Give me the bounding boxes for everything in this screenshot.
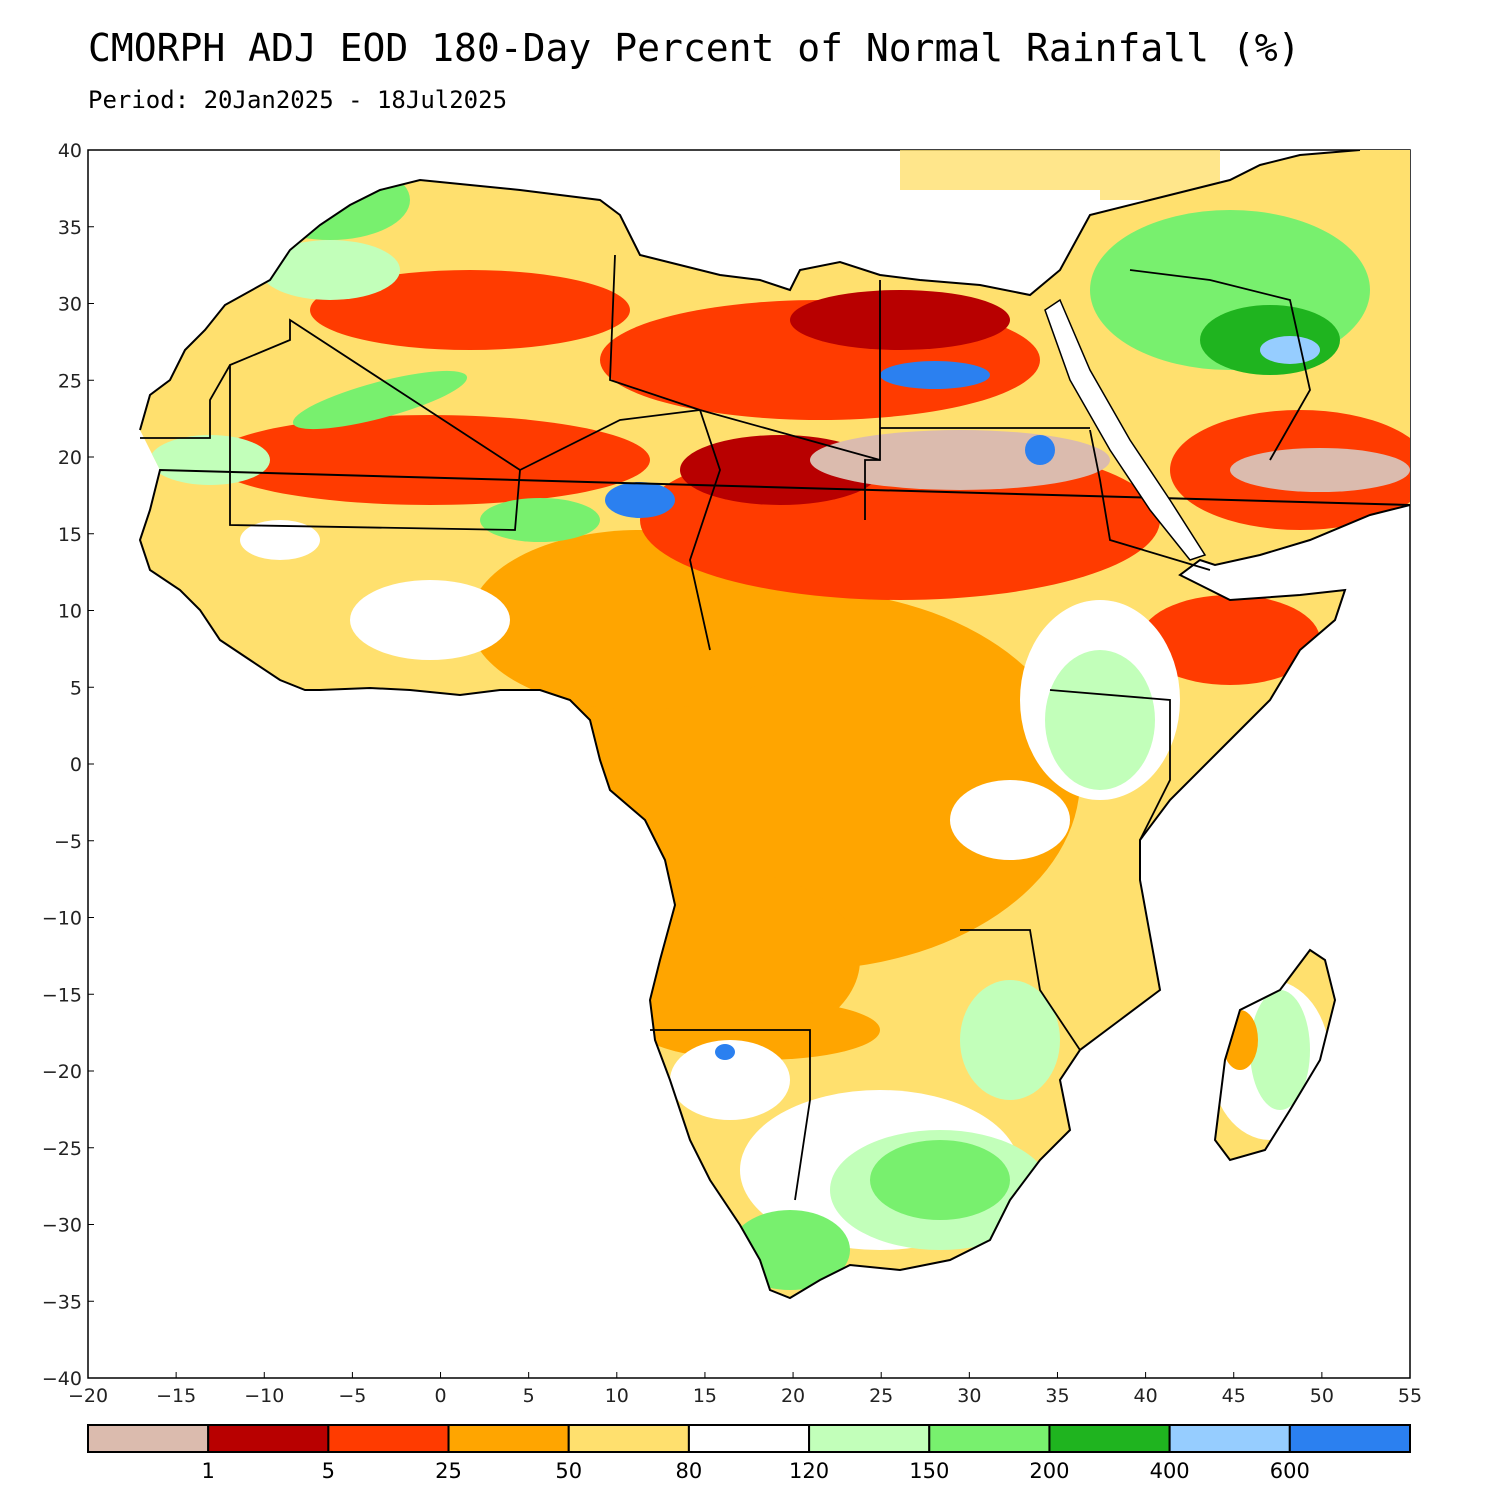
lon-tick-label: −15 <box>156 1385 196 1407</box>
lon-tick-label: 30 <box>957 1385 981 1407</box>
madagascar-coastline <box>1213 948 1337 1162</box>
lat-tick-label: −20 <box>42 1061 82 1083</box>
colorbar-swatch <box>87 1424 210 1453</box>
lat-tick-label: 20 <box>58 447 82 469</box>
colorbar-swatch <box>447 1424 570 1453</box>
lon-tick-label: 0 <box>434 1385 446 1407</box>
africa-coastline <box>138 150 1410 1300</box>
lon-tick-label: −5 <box>338 1385 366 1407</box>
colorbar-swatch <box>687 1424 811 1453</box>
lat-tick-label: −5 <box>54 831 82 853</box>
lat-tick-label: −25 <box>42 1138 82 1160</box>
lat-tick-label: −10 <box>42 908 82 930</box>
lon-tick-label: 55 <box>1398 1385 1422 1407</box>
lon-tick-label: 50 <box>1310 1385 1334 1407</box>
lon-tick-label: 35 <box>1045 1385 1069 1407</box>
colorbar-swatch <box>1168 1424 1291 1453</box>
colorbar-label: 120 <box>789 1459 829 1483</box>
colorbar-label: 200 <box>1029 1459 1069 1483</box>
lon-tick-label: 45 <box>1222 1385 1246 1407</box>
lat-tick-label: 10 <box>58 601 82 623</box>
colorbar-label: 1 <box>201 1459 214 1483</box>
lat-tick-label: −40 <box>42 1368 82 1390</box>
longitude-axis: −20 −15 −10 −5 0 5 10 15 20 25 30 35 40 45 50 55 <box>68 1372 1422 1407</box>
lon-tick-label: 20 <box>781 1385 805 1407</box>
lon-tick-label: 15 <box>693 1385 717 1407</box>
colorbar-label: 5 <box>322 1459 335 1483</box>
lon-tick-label: 25 <box>869 1385 893 1407</box>
colorbar-swatch <box>928 1424 1051 1453</box>
lat-tick-label: 0 <box>70 754 82 776</box>
lat-tick-label: 5 <box>70 677 82 699</box>
map-subtitle: Period: 20Jan2025 - 18Jul2025 <box>88 86 508 114</box>
lat-tick-label: 30 <box>58 294 82 316</box>
lon-tick-label: 40 <box>1134 1385 1158 1407</box>
lat-tick-label: 15 <box>58 524 82 546</box>
lat-tick-label: −30 <box>42 1215 82 1237</box>
colorbar-swatch <box>1048 1424 1171 1453</box>
colorbar-swatch <box>1288 1424 1412 1453</box>
lon-tick-label: −20 <box>68 1385 108 1407</box>
colorbar-label: 80 <box>676 1459 703 1483</box>
colorbar-label: 150 <box>909 1459 949 1483</box>
colorbar-label: 600 <box>1270 1459 1310 1483</box>
colorbar-label: 25 <box>435 1459 462 1483</box>
country-borders <box>140 254 1311 1201</box>
colorbar-swatch <box>327 1424 450 1453</box>
colorbar-swatch <box>567 1424 690 1453</box>
colorbar-swatch <box>207 1424 330 1453</box>
lat-tick-label: −15 <box>42 984 82 1006</box>
latitude-axis: 40 35 30 25 20 15 10 5 0 −5 −10 −15 −20 −25 −30 −35 −40 <box>42 140 94 1390</box>
map-title: CMORPH ADJ EOD 180-Day Percent of Normal… <box>88 26 1301 70</box>
lat-tick-label: 25 <box>58 370 82 392</box>
lat-tick-label: 35 <box>58 217 82 239</box>
colorbar-label: 50 <box>555 1459 582 1483</box>
lat-tick-label: −35 <box>42 1291 82 1313</box>
colorbar: 1 5 25 50 80 120 150 200 400 600 <box>87 1424 1412 1483</box>
colorbar-swatch <box>808 1424 931 1453</box>
colorbar-label: 400 <box>1150 1459 1190 1483</box>
lon-tick-label: 5 <box>523 1385 535 1407</box>
red-sea <box>1044 298 1207 561</box>
lon-tick-label: 10 <box>605 1385 629 1407</box>
lon-tick-label: −10 <box>244 1385 284 1407</box>
lat-tick-label: 40 <box>58 140 82 162</box>
